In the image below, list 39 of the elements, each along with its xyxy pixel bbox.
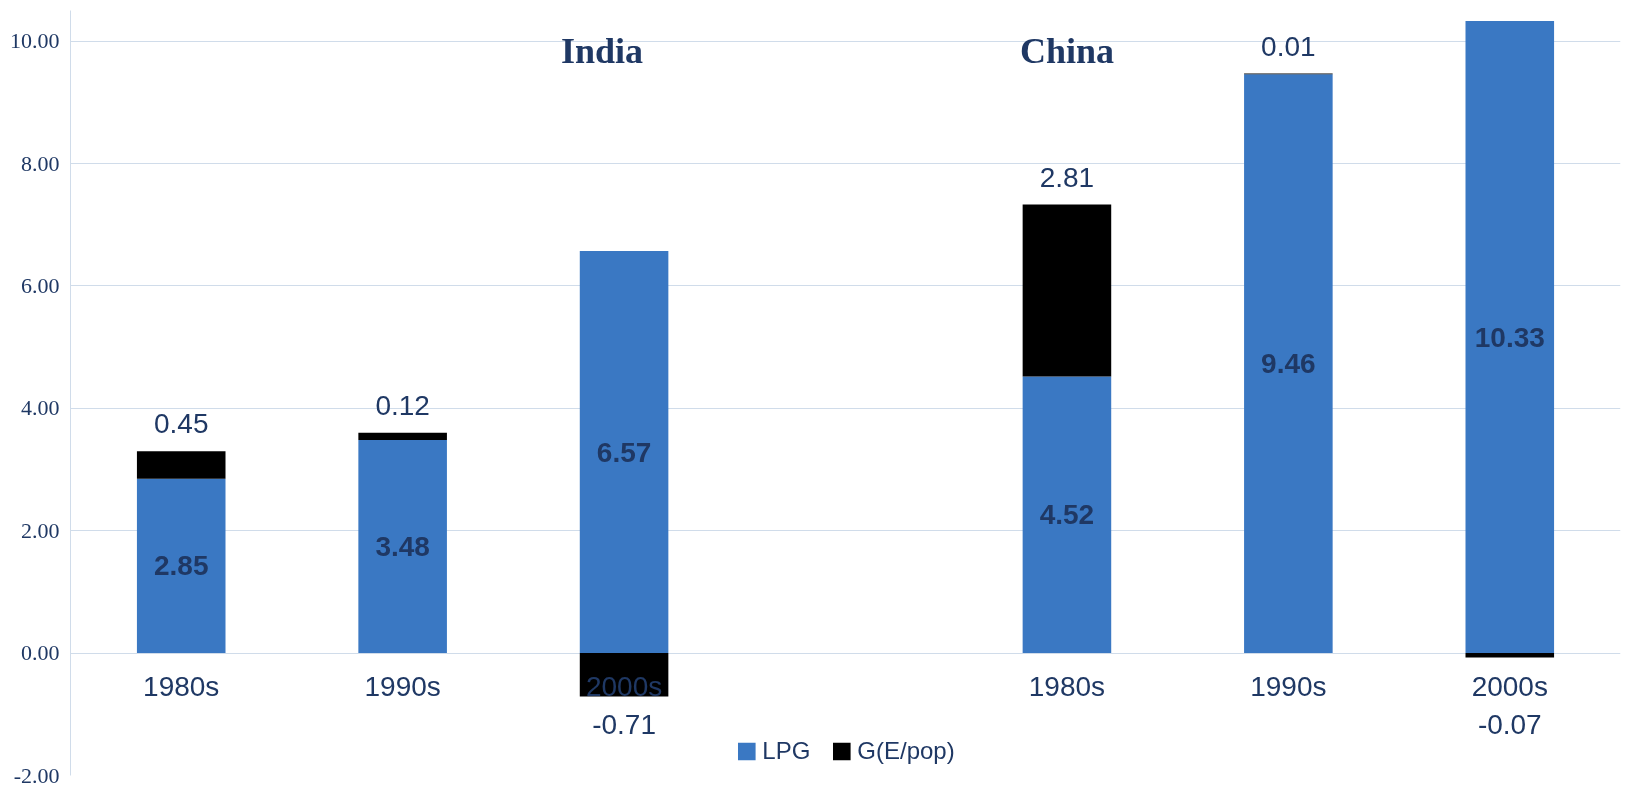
- data-label: 6.57: [596, 436, 652, 468]
- y-tick-label: 10.00: [10, 28, 60, 54]
- y-tick-label: 2.00: [21, 517, 60, 543]
- data-label: 10.33: [1474, 321, 1545, 353]
- data-label: -0.71: [592, 709, 656, 741]
- annotation: India: [560, 30, 643, 71]
- bar: [579, 251, 669, 654]
- bar: [358, 432, 447, 441]
- bar: [1022, 204, 1112, 377]
- y-tick-label: 0.00: [21, 640, 60, 666]
- bar: [136, 478, 226, 654]
- bar: [1465, 20, 1555, 654]
- bar: [358, 440, 447, 654]
- bar: [1465, 653, 1555, 658]
- x-tick-label: 1990s: [1250, 671, 1327, 703]
- y-tick-label: 4.00: [21, 395, 60, 421]
- data-label: 0.12: [375, 389, 430, 421]
- data-label: 0.01: [1261, 30, 1316, 62]
- data-label: 0.45: [153, 408, 209, 440]
- x-tick-label: 1980s: [1028, 671, 1106, 703]
- x-tick-label: 2000s: [1471, 671, 1548, 703]
- x-tick-label: 2000s: [585, 671, 663, 703]
- y-tick-label: 6.00: [21, 272, 60, 298]
- y-tick-label: -2.00: [13, 762, 60, 788]
- bar: [1244, 74, 1333, 654]
- legend-label: LPG: [762, 737, 811, 765]
- data-label: 2.85: [153, 550, 209, 582]
- data-label: 4.52: [1039, 499, 1095, 531]
- legend-label: G(E/pop): [857, 737, 955, 765]
- data-label: 2.81: [1039, 161, 1095, 193]
- y-tick-label: 8.00: [21, 150, 60, 176]
- bar: [136, 451, 226, 479]
- bar: [1022, 376, 1112, 654]
- data-label: 9.46: [1261, 348, 1316, 380]
- annotation: China: [1019, 30, 1114, 71]
- x-tick-label: 1990s: [364, 671, 441, 703]
- data-label: 3.48: [375, 531, 430, 563]
- data-label: -0.07: [1477, 709, 1542, 741]
- x-tick-label: 1980s: [143, 671, 220, 703]
